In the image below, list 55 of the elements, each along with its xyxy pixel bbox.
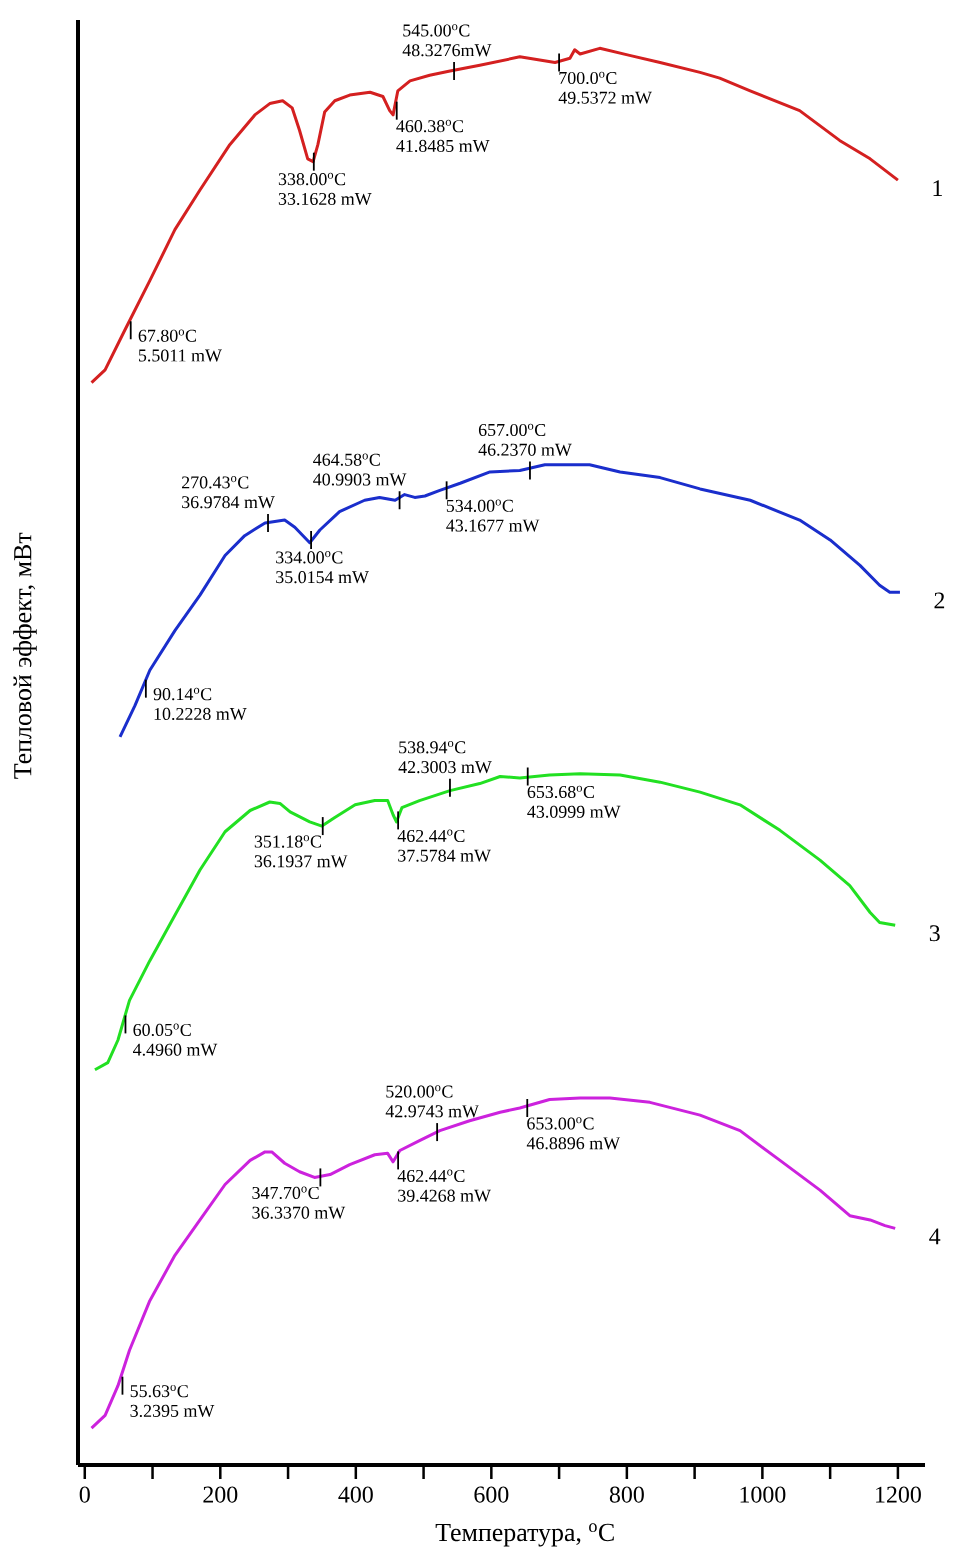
annotation: 700.0$^{o}$C (559, 71, 617, 85)
x-tick-label: 800 (609, 1486, 644, 1503)
annotation: 60.05$^{o}$C (133, 1023, 191, 1037)
series-label: 3 (929, 925, 940, 942)
annotation: 5.5011 mW (138, 349, 222, 362)
annotation: 462.44$^{o}$C (397, 829, 465, 843)
x-tick-label: 200 (203, 1486, 238, 1503)
annotation: 3.2395 mW (130, 1404, 215, 1418)
annotation: 270.43$^{o}$C (182, 476, 249, 489)
x-tick-label: 400 (338, 1486, 373, 1503)
annotation: 41.8485 mW (396, 139, 490, 153)
annotation: 4.4960 mW (133, 1043, 218, 1056)
annotation: 538.94$^{o}$C (399, 741, 466, 754)
annotation: 334.00$^{o}$C (276, 551, 343, 564)
annotation: 46.2370 mW (478, 443, 572, 456)
x-tick-label: 600 (474, 1486, 509, 1503)
annotation: 534.00$^{o}$C (446, 499, 513, 512)
annotation: 545.00$^{o}$C (403, 24, 470, 37)
annotation: 657.00$^{o}$C (478, 423, 546, 437)
annotation: 40.9903 mW (313, 473, 407, 486)
annotation: 43.0999 mW (527, 805, 621, 818)
series-label: 4 (929, 1228, 941, 1245)
series-label: 1 (933, 180, 942, 196)
y-axis-title: Тепловой эффект, мВт (13, 532, 37, 779)
annotation: 43.1677 mW (446, 519, 540, 532)
annotation: 338.00$^{o}$C (278, 172, 346, 186)
annotation: 55.63$^{o}$C (130, 1384, 188, 1398)
annotation: 33.1628 mW (278, 192, 372, 206)
annotation: 90.14$^{o}$C (153, 687, 212, 701)
annotation: 653.68$^{o}$C (527, 785, 594, 799)
annotation: 36.9784 mW (182, 496, 275, 509)
annotation: 36.3370 mW (252, 1206, 346, 1219)
annotation: 42.9743 mW (385, 1105, 479, 1118)
annotation: 462.44$^{o}$C (397, 1169, 465, 1183)
annotation: 460.38$^{o}$C (396, 119, 463, 133)
annotation: 520.00$^{o}$C (386, 1085, 453, 1098)
annotation: 37.5784 mW (398, 849, 491, 862)
annotation: 35.0154 mW (276, 571, 369, 584)
x-axis-title: Температура, $^{o}$C (435, 1523, 614, 1547)
series-label: 2 (934, 592, 945, 609)
annotation: 39.4268 mW (398, 1189, 491, 1202)
annotation: 351.18$^{o}$C (254, 835, 321, 848)
x-tick-label: 1200 (876, 1486, 921, 1503)
annotation: 48.3276mW (402, 44, 492, 57)
x-tick-label: 0 (79, 1486, 90, 1503)
annotation: 347.70$^{o}$C (252, 1186, 319, 1200)
annotation: 36.1937 mW (254, 855, 348, 868)
annotation: 67.80$^{o}$C (138, 329, 197, 342)
annotation: 464.58$^{o}$C (313, 453, 380, 466)
x-tick-label: 1000 (740, 1486, 786, 1503)
annotation: 49.5372 mW (558, 91, 652, 104)
annotation: 10.2228 mW (154, 707, 247, 721)
annotation: 42.3003 mW (398, 761, 492, 774)
annotation: 653.00$^{o}$C (527, 1117, 594, 1130)
annotation: 46.8896 mW (526, 1137, 621, 1150)
